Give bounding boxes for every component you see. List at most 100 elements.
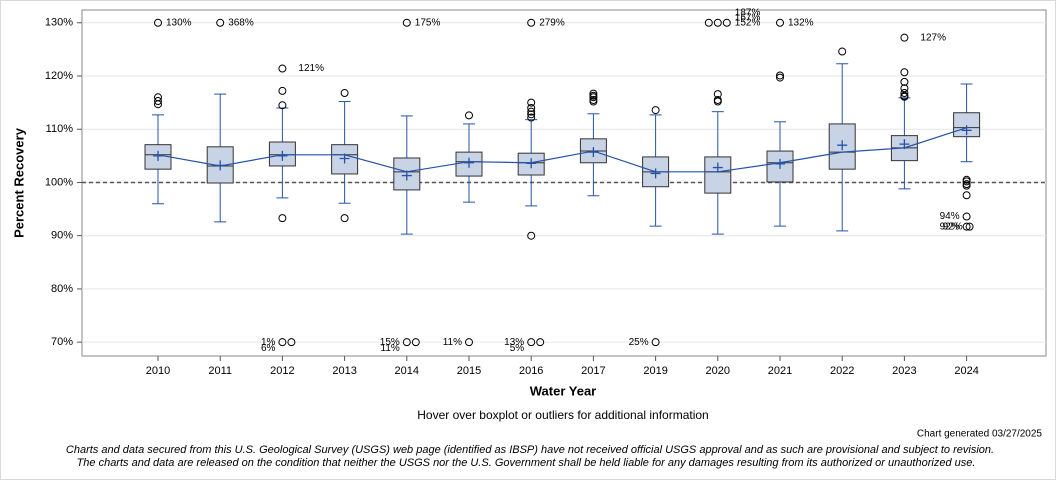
outlier (713, 97, 722, 106)
x-tick-label: 2023 (892, 365, 916, 377)
mean-marker (712, 162, 723, 173)
mean-marker (650, 168, 661, 179)
outlier (527, 231, 536, 240)
offscale-label: 187% (735, 7, 761, 18)
offscale-outlier (704, 18, 713, 27)
offscale-outlier (278, 338, 287, 347)
outlier (900, 68, 909, 77)
outlier-label: 127% (920, 32, 946, 43)
offscale-outlier (411, 338, 420, 347)
outlier (465, 111, 473, 120)
median-line (157, 127, 967, 173)
offscale-outlier (713, 18, 722, 27)
offscale-label: 5% (510, 343, 525, 354)
outlier (651, 106, 660, 115)
outlier (900, 92, 909, 101)
offscale-label: 279% (539, 17, 565, 28)
outlier (962, 222, 971, 231)
offscale-label: 1% (261, 337, 276, 348)
x-tick-label: 2015 (457, 365, 481, 377)
x-tick-label: 2011 (208, 365, 232, 377)
outlier (776, 73, 784, 82)
outlier (589, 97, 598, 106)
disclaimer: The charts and data are released on the … (77, 457, 976, 469)
box (704, 156, 732, 194)
offscale-outlier (154, 18, 162, 27)
x-tick-label: 2016 (519, 365, 543, 377)
x-tick-label: 2013 (332, 365, 356, 377)
y-tick-label: 70% (51, 336, 73, 348)
outlier (527, 98, 536, 107)
outlier-label: 92% (940, 221, 960, 232)
x-tick-label: 2014 (395, 365, 419, 377)
outlier (340, 89, 349, 98)
outlier (900, 89, 909, 98)
outlier (900, 77, 909, 86)
offscale-label: 175% (415, 17, 441, 28)
outlier (900, 33, 909, 42)
offscale-outlier (216, 18, 225, 27)
offscale-outlier (651, 338, 660, 347)
offscale-label: 368% (228, 17, 254, 28)
offscale-outlier (536, 338, 545, 347)
outlier (527, 113, 536, 122)
x-tick-label: 2012 (270, 365, 294, 377)
y-tick-label: 120% (45, 70, 73, 82)
outlier-label: 92% (943, 221, 963, 232)
outlier (962, 191, 971, 200)
outlier (962, 177, 971, 186)
generated-date: Chart generated 03/27/2025 (917, 429, 1043, 440)
offscale-label: 130% (166, 17, 192, 28)
offscale-outlier (527, 18, 536, 27)
y-tick-label: 90% (51, 230, 73, 242)
outlier (527, 107, 536, 116)
x-axis-label: Water Year (530, 383, 597, 398)
outlier (776, 71, 784, 80)
outlier (965, 222, 974, 231)
outlier (278, 86, 287, 95)
x-tick-label: 2024 (954, 365, 978, 377)
box (953, 112, 981, 138)
outlier (340, 214, 349, 223)
offscale-outlier (402, 18, 411, 27)
offscale-outlier (402, 338, 411, 347)
y-tick-label: 130% (45, 17, 73, 29)
y-axis-label: Percent Recovery (11, 127, 26, 238)
mean-marker (961, 125, 972, 136)
outlier (154, 97, 162, 106)
outlier-label: 121% (298, 63, 324, 74)
offscale-label: 6% (261, 343, 276, 354)
outlier (527, 103, 536, 112)
outlier (278, 64, 287, 73)
x-tick-label: 2020 (706, 365, 730, 377)
y-tick-label: 100% (45, 176, 73, 188)
outlier-label: 94% (940, 211, 960, 222)
offscale-outlier (776, 18, 784, 27)
offscale-label: 11% (381, 343, 400, 354)
outlier (962, 212, 971, 221)
offscale-label: 132% (788, 17, 814, 28)
hover-note: Hover over boxplot or outliers for addit… (417, 408, 708, 422)
outlier (527, 110, 536, 119)
outlier (154, 100, 162, 109)
disclaimer: Charts and data secured from this U.S. G… (66, 444, 994, 456)
outlier (278, 101, 287, 110)
box (766, 150, 794, 183)
outlier (962, 181, 971, 190)
offscale-label: 25% (629, 337, 649, 348)
offscale-label: 13% (504, 337, 524, 348)
x-tick-label: 2017 (581, 365, 605, 377)
y-tick-label: 80% (51, 283, 73, 295)
mean-marker (837, 140, 848, 151)
x-tick-label: 2019 (643, 365, 667, 377)
offscale-label: 15% (380, 337, 400, 348)
offscale-label: 167% (735, 12, 761, 23)
offscale-label: 11% (443, 337, 462, 348)
offscale-outlier (527, 338, 536, 347)
outlier (589, 89, 598, 98)
offscale-outlier (465, 338, 473, 347)
y-tick-label: 110% (46, 123, 74, 135)
